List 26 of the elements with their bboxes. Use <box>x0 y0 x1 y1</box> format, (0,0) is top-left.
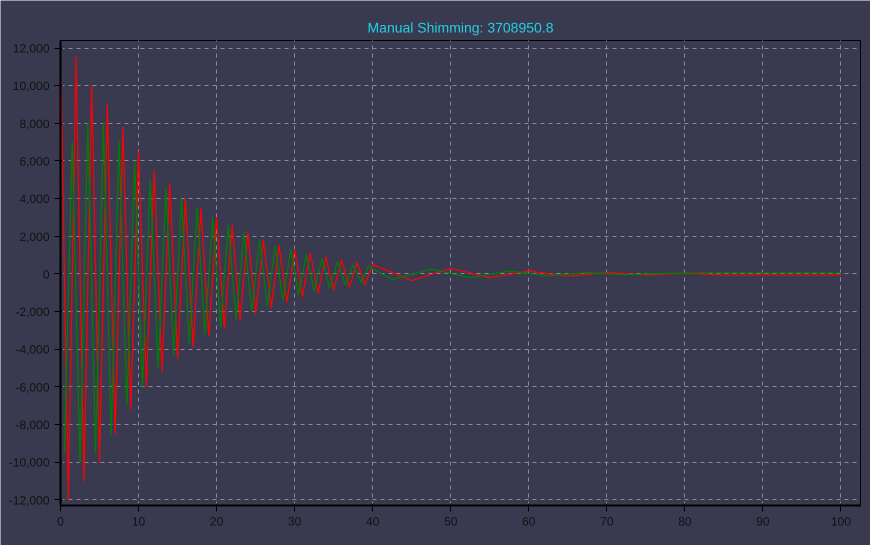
x-tick-label: 100 <box>830 514 852 528</box>
y-tick-label: 2,000 <box>19 230 50 244</box>
y-tick-label: -2,000 <box>15 305 50 320</box>
y-tick-label: -12,000 <box>8 493 50 508</box>
y-tick-label: 0 <box>42 267 50 282</box>
y-tick-label: 10,000 <box>12 79 50 94</box>
y-tick-label: -10,000 <box>8 456 50 470</box>
x-tick-label: 10 <box>132 514 146 528</box>
x-tick-label: 0 <box>57 514 64 528</box>
x-tick-label: 50 <box>444 514 458 528</box>
line-series <box>64 122 842 463</box>
y-tick-label: 4,000 <box>19 192 50 206</box>
chart-title: Manual Shimming: 3708950.8 <box>367 20 554 36</box>
x-tick-label: 40 <box>366 514 380 528</box>
y-tick-label: -6,000 <box>15 380 50 394</box>
x-tick-label: 60 <box>522 514 536 528</box>
x-tick-label: 20 <box>210 514 224 528</box>
x-tick-label: 90 <box>756 514 770 528</box>
y-tick-label: -4,000 <box>15 342 50 357</box>
y-tick-label: -8,000 <box>15 418 50 432</box>
x-tick-label: 30 <box>288 514 302 528</box>
y-tick-label: 12,000 <box>12 42 50 56</box>
x-tick-label: 70 <box>600 514 614 528</box>
x-tick-label: 80 <box>678 514 692 528</box>
y-tick-label: 6,000 <box>19 154 50 168</box>
y-tick-label: 8,000 <box>19 116 50 131</box>
